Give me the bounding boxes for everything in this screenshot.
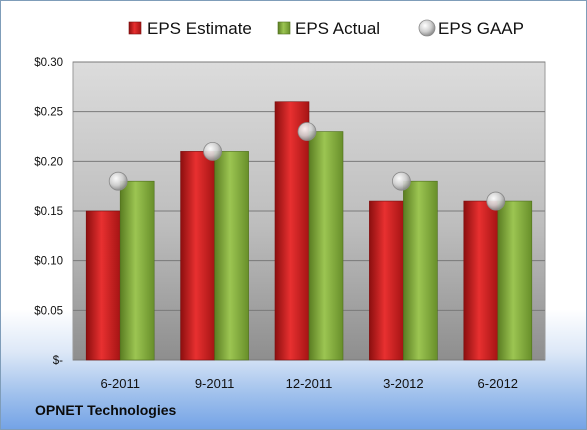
bar-eps-actual <box>214 151 249 361</box>
x-axis: 6-2011 9-2011 12-2011 3-2012 6-2012 <box>100 376 518 391</box>
y-tick-label: $0.25 <box>34 107 63 119</box>
legend-label-eps-actual: EPS Actual <box>295 19 380 38</box>
bar-eps-estimate <box>274 101 310 361</box>
bar-eps-actual <box>308 131 344 361</box>
x-tick-label: 9-2011 <box>195 376 235 391</box>
x-tick-label: 6-2012 <box>478 376 518 391</box>
bar-eps-estimate <box>85 210 121 361</box>
bar-eps-actual <box>497 200 533 361</box>
x-tick-label: 6-2011 <box>100 376 140 391</box>
gaap-markers <box>108 122 506 211</box>
bar-eps-actual <box>119 180 155 361</box>
company-name: OPNET Technologies <box>35 402 177 418</box>
y-tick-label: $0.15 <box>34 206 63 218</box>
bars <box>85 101 533 361</box>
chart-legend: EPS Estimate EPS Actual EPS GAAP <box>128 19 524 38</box>
marker-eps-gaap <box>391 171 411 191</box>
bar-eps-estimate <box>180 151 215 361</box>
legend-swatch-eps-gaap <box>418 19 436 37</box>
legend-swatch-eps-estimate <box>128 21 142 35</box>
bar-eps-estimate <box>369 200 404 361</box>
bar-eps-estimate <box>463 200 499 361</box>
legend-label-eps-gaap: EPS GAAP <box>438 19 524 38</box>
y-axis: $- $0.05 $0.10 $0.15 $0.20 $0.25 $0.30 <box>34 57 63 367</box>
y-tick-label: $0.10 <box>34 256 63 268</box>
marker-eps-gaap <box>297 122 317 141</box>
y-tick-label: $0.30 <box>34 57 63 69</box>
marker-eps-gaap <box>486 191 506 211</box>
marker-eps-gaap <box>108 171 128 191</box>
bar-eps-actual <box>403 180 438 361</box>
marker-eps-gaap <box>203 141 223 161</box>
y-tick-label: $- <box>53 355 63 367</box>
x-tick-label: 3-2012 <box>383 376 423 391</box>
legend-label-eps-estimate: EPS Estimate <box>147 19 252 38</box>
x-tick-label: 12-2011 <box>286 376 333 391</box>
y-tick-label: $0.05 <box>34 305 63 317</box>
legend-swatch-eps-actual <box>277 21 291 35</box>
y-tick-label: $0.20 <box>34 156 63 168</box>
